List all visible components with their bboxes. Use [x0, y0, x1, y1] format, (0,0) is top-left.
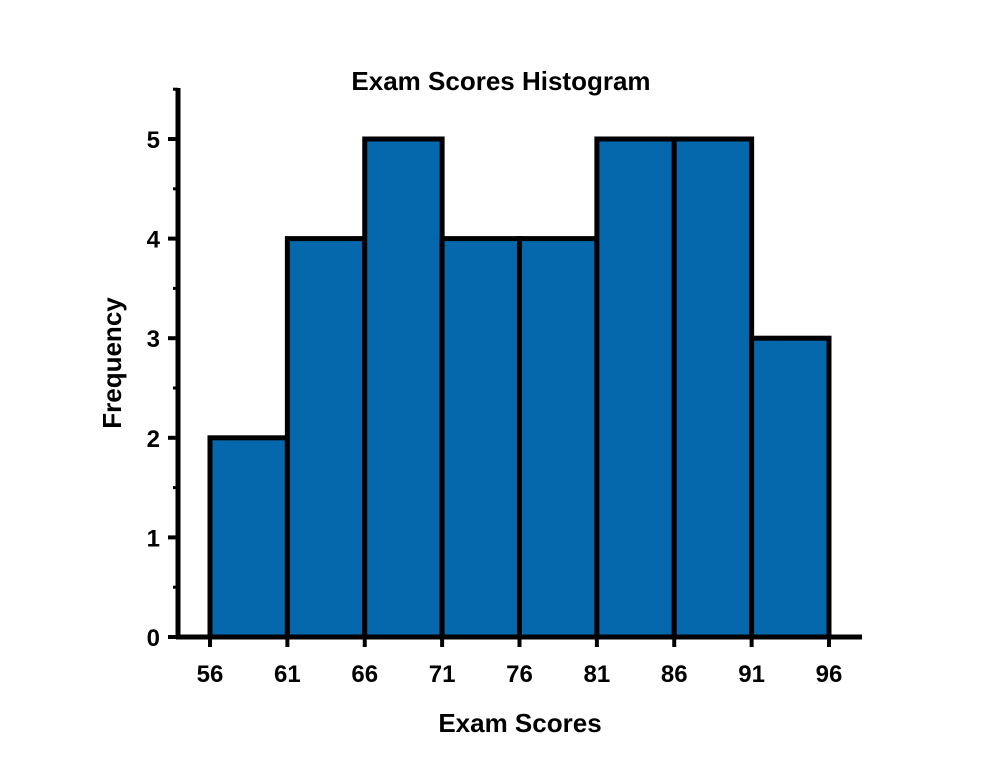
x-tick-label-56: 56 [197, 661, 224, 688]
bar-56-61 [207, 435, 290, 640]
x-tick-label-66: 66 [351, 661, 378, 688]
bar-61-66 [284, 236, 368, 640]
x-tick-label-86: 86 [661, 661, 688, 688]
bars-group [207, 136, 832, 640]
bar-71-76 [439, 236, 522, 640]
chart-title: Exam Scores Histogram [351, 66, 650, 96]
y-tick-label-3: 3 [147, 326, 160, 353]
x-tick-label-71: 71 [429, 661, 456, 688]
y-axis: 0 1 2 3 4 5 [147, 87, 181, 652]
x-axis-label: Exam Scores [438, 708, 601, 738]
bar-76-81 [517, 236, 600, 640]
y-tick-label-2: 2 [147, 426, 160, 453]
x-tick-label-96: 96 [816, 661, 843, 688]
bar-81-86 [594, 136, 677, 640]
y-tick-label-5: 5 [147, 127, 160, 154]
x-axis: 56 61 66 71 76 81 86 91 96 [176, 634, 862, 688]
x-tick-label-76: 76 [506, 661, 533, 688]
bar-86-91 [671, 136, 755, 640]
x-tick-label-91: 91 [738, 661, 765, 688]
y-tick-label-4: 4 [147, 227, 161, 254]
x-tick-label-61: 61 [274, 661, 301, 688]
x-tick-label-81: 81 [584, 661, 611, 688]
y-tick-label-0: 0 [147, 625, 160, 652]
bar-66-71 [362, 136, 445, 640]
bar-91-96 [749, 335, 832, 640]
y-tick-label-1: 1 [147, 525, 160, 552]
y-axis-label: Frequency [97, 297, 127, 429]
